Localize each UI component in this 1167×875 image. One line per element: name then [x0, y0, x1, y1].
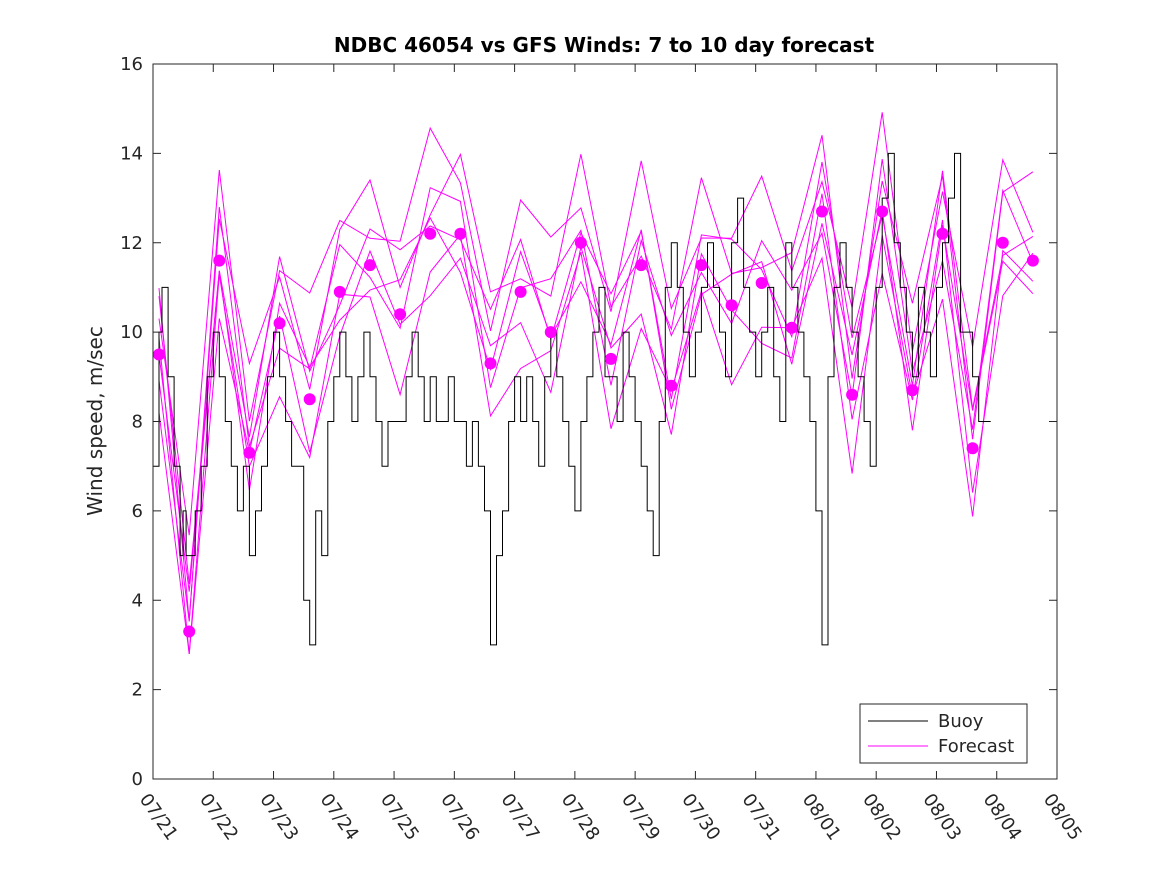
forecast-point-23	[846, 388, 859, 401]
forecast-point-18	[695, 259, 708, 272]
forecast-line-5	[158, 159, 1034, 622]
x-tick-label-15: 08/05	[1039, 790, 1086, 845]
forecast-point-5	[303, 393, 316, 406]
x-tick-label-13: 08/03	[918, 790, 965, 845]
y-tick-label-1: 2	[132, 680, 143, 701]
forecast-point-22	[816, 205, 828, 218]
forecast-point-9	[424, 227, 437, 240]
y-tick-label-6: 12	[120, 233, 143, 254]
x-tick-label-8: 07/29	[617, 790, 664, 845]
forecast-point-21	[785, 321, 798, 334]
x-tick-label-1: 07/22	[195, 790, 242, 845]
forecast-line-6	[158, 112, 1034, 536]
forecast-point-1	[183, 625, 196, 638]
x-tick-label-6: 07/27	[497, 790, 544, 845]
y-axis-title: Wind speed, m/sec	[83, 326, 107, 516]
x-tick-label-14: 08/04	[979, 790, 1026, 845]
forecast-line-4	[158, 233, 1034, 654]
forecast-point-27	[966, 442, 979, 455]
chart-title: NDBC 46054 vs GFS Winds: 7 to 10 day for…	[334, 33, 875, 57]
forecast-point-25	[906, 384, 919, 397]
forecast-point-2	[213, 254, 226, 267]
forecast-point-16	[635, 259, 648, 272]
legend: Buoy Forecast	[859, 703, 1028, 764]
forecast-point-15	[605, 352, 617, 365]
y-tick-label-4: 8	[132, 412, 143, 433]
forecast-point-29	[1026, 254, 1039, 267]
y-tick-label-7: 14	[120, 143, 143, 164]
forecast-point-26	[936, 227, 949, 240]
y-tick-label-0: 0	[132, 769, 143, 790]
forecast-line-3	[158, 135, 1034, 621]
plot-background	[153, 64, 1057, 779]
forecast-line-0	[158, 209, 1034, 592]
forecast-point-17	[665, 379, 678, 392]
x-tick-label-7: 07/28	[557, 790, 604, 845]
x-tick-label-12: 08/02	[858, 790, 905, 845]
legend-forecast-label: Forecast	[938, 736, 1014, 757]
forecast-point-10	[454, 227, 467, 240]
forecast-line-2	[158, 193, 1034, 654]
buoy-line-layer	[153, 152, 991, 646]
x-tick-label-3: 07/24	[316, 790, 363, 845]
forecast-point-28	[996, 236, 1009, 249]
forecast-point-6	[333, 285, 346, 298]
forecast-point-3	[243, 446, 256, 459]
forecast-ensemble-lines	[158, 112, 1034, 654]
forecast-point-24	[876, 205, 889, 218]
x-tick-label-0: 07/21	[135, 790, 182, 845]
y-tick-label-2: 4	[132, 590, 143, 611]
forecast-point-11	[484, 357, 497, 370]
forecast-point-7	[364, 259, 376, 272]
buoy-line	[153, 152, 991, 646]
forecast-point-4	[273, 317, 286, 330]
forecast-point-20	[755, 277, 768, 289]
forecast-point-19	[725, 299, 738, 312]
y-tick-label-3: 6	[132, 501, 143, 522]
x-tick-label-9: 07/30	[677, 790, 724, 845]
x-tick-label-5: 07/26	[436, 790, 483, 845]
x-tick-label-4: 07/25	[376, 790, 423, 845]
legend-box	[859, 703, 1028, 764]
forecast-point-14	[574, 236, 587, 249]
x-tick-label-11: 08/01	[798, 790, 845, 845]
forecast-point-8	[394, 308, 407, 321]
forecast-markers	[153, 205, 1039, 638]
y-tick-label-8: 16	[120, 54, 143, 75]
x-tick-label-10: 07/31	[738, 790, 785, 845]
forecast-line-1	[158, 161, 1034, 585]
plot-area	[153, 64, 1057, 779]
forecast-point-12	[514, 285, 527, 298]
forecast-point-13	[544, 326, 557, 339]
legend-buoy-label: Buoy	[938, 711, 984, 732]
y-tick-label-5: 10	[120, 322, 143, 343]
forecast-point-0	[153, 348, 165, 361]
x-tick-label-2: 07/23	[255, 790, 302, 845]
